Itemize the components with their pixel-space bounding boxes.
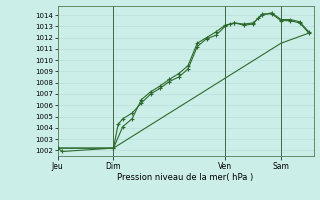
X-axis label: Pression niveau de la mer( hPa ): Pression niveau de la mer( hPa ) xyxy=(117,173,254,182)
